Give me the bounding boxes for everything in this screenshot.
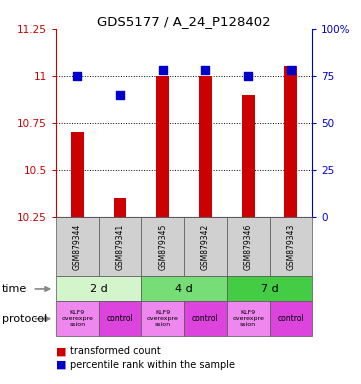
Text: ■: ■ [56,346,66,356]
Point [74,73,80,79]
Text: KLF9
overexpre
ssion: KLF9 overexpre ssion [61,310,93,327]
Text: GSM879341: GSM879341 [116,223,125,270]
Bar [156,76,169,217]
Text: GSM879344: GSM879344 [73,223,82,270]
Bar [114,198,126,217]
Text: KLF9
overexpre
ssion: KLF9 overexpre ssion [232,310,264,327]
Point [117,91,123,98]
Text: KLF9
overexpre
ssion: KLF9 overexpre ssion [147,310,179,327]
Text: 4 d: 4 d [175,284,193,294]
Text: GSM879345: GSM879345 [158,223,167,270]
Text: control: control [278,314,304,323]
Title: GDS5177 / A_24_P128402: GDS5177 / A_24_P128402 [97,15,271,28]
Text: 7 d: 7 d [261,284,278,294]
Point [288,67,294,73]
Text: ■: ■ [56,360,66,370]
Text: GSM879343: GSM879343 [286,223,295,270]
Text: control: control [106,314,134,323]
Text: transformed count: transformed count [70,346,161,356]
Point [245,73,251,79]
Text: protocol: protocol [2,314,47,324]
Text: time: time [2,284,27,294]
Text: GSM879346: GSM879346 [244,223,253,270]
Text: control: control [192,314,219,323]
Bar [199,76,212,217]
Bar [242,94,255,217]
Text: GSM879342: GSM879342 [201,223,210,270]
Text: percentile rank within the sample: percentile rank within the sample [70,360,235,370]
Bar [284,66,297,217]
Bar [71,132,84,217]
Point [160,67,166,73]
Point [203,67,208,73]
Text: 2 d: 2 d [90,284,108,294]
